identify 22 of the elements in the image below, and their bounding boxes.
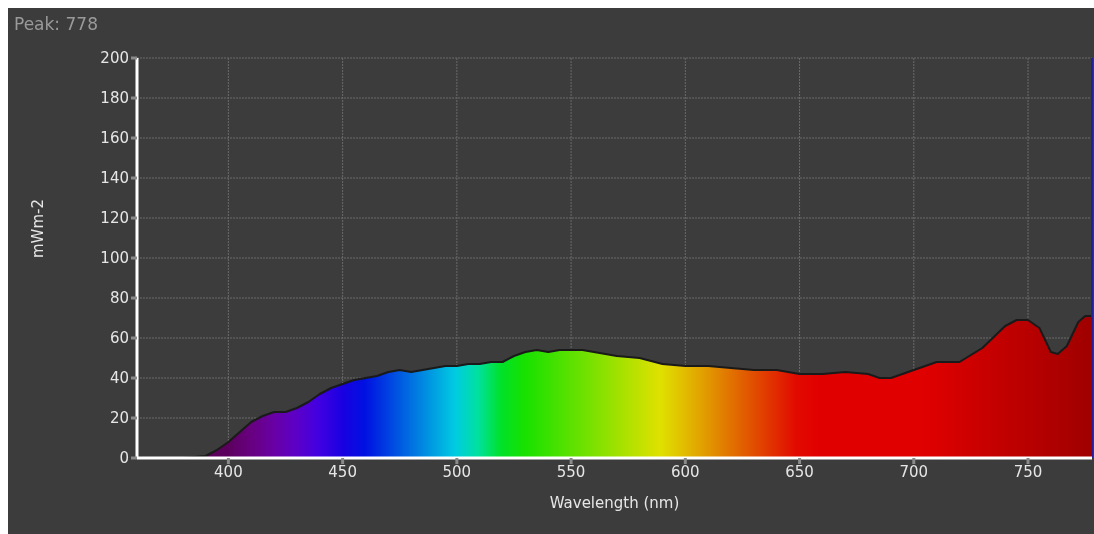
y-tick-label: 100 [100,249,129,268]
y-tick-label: 140 [100,169,129,188]
x-tick-label: 700 [899,462,929,481]
y-tick-label: 80 [109,289,129,308]
y-tick-label: 120 [100,209,129,228]
y-tick-label: 160 [100,129,129,148]
x-tick-label: 750 [1013,462,1043,481]
y-tick-label: 20 [109,409,129,428]
x-tick-label: 550 [556,462,586,481]
x-tick-label: 650 [785,462,814,481]
x-axis-title: Wavelength (nm) [549,494,680,512]
text: Peak: 778 [14,14,98,34]
y-tick-label: 200 [100,49,129,68]
x-tick-label: 450 [328,462,357,481]
y-tick-label: 180 [100,89,129,108]
x-tick-label: 500 [442,462,472,481]
y-tick-label: 60 [109,329,129,348]
y-tick-label: 0 [119,449,129,468]
y-tick-label: 40 [109,369,129,388]
y-axis-title: mWm-2 [29,198,48,258]
x-tick-label: 600 [671,462,700,481]
x-tick-label: 400 [214,462,243,481]
